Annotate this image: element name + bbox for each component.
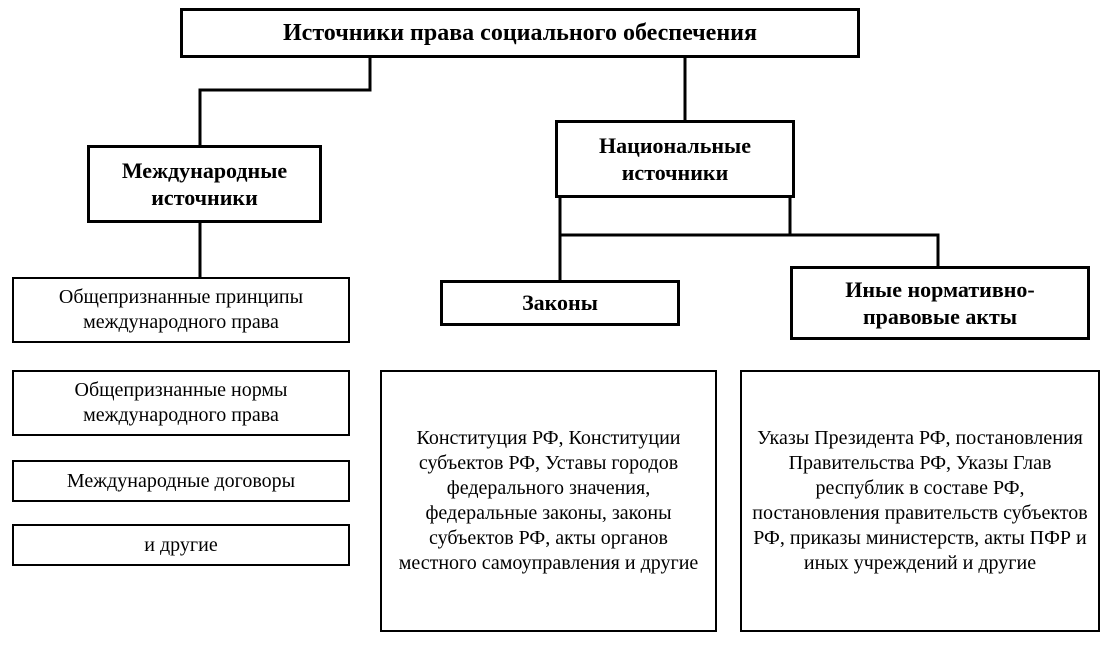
intl-node: Международные источники bbox=[87, 145, 322, 223]
intl-child-3: и другие bbox=[12, 524, 350, 566]
other-acts-detail: Указы Президента РФ, постановления Прави… bbox=[740, 370, 1100, 632]
other-acts-header-label: Иные нормативно-правовые акты bbox=[803, 276, 1077, 331]
natl-node: Национальные источники bbox=[555, 120, 795, 198]
intl-label: Международные источники bbox=[100, 157, 309, 212]
intl-child-2-label: Международные договоры bbox=[67, 469, 295, 494]
intl-child-0: Общепризнанные принципы международного п… bbox=[12, 277, 350, 343]
intl-child-3-label: и другие bbox=[144, 533, 217, 558]
laws-detail: Конституция РФ, Конституции субъектов РФ… bbox=[380, 370, 717, 632]
root-node: Источники права социального обеспечения bbox=[180, 8, 860, 58]
laws-header-label: Законы bbox=[522, 289, 598, 317]
intl-child-1: Общепризнанные нормы международного прав… bbox=[12, 370, 350, 436]
intl-child-0-label: Общепризнанные принципы международного п… bbox=[24, 285, 338, 335]
other-acts-header: Иные нормативно-правовые акты bbox=[790, 266, 1090, 340]
other-acts-detail-label: Указы Президента РФ, постановления Прави… bbox=[752, 426, 1088, 576]
natl-label: Национальные источники bbox=[568, 132, 782, 187]
intl-child-1-label: Общепризнанные нормы международного прав… bbox=[24, 378, 338, 428]
laws-header: Законы bbox=[440, 280, 680, 326]
root-label: Источники права социального обеспечения bbox=[283, 18, 757, 48]
laws-detail-label: Конституция РФ, Конституции субъектов РФ… bbox=[392, 426, 705, 576]
intl-child-2: Международные договоры bbox=[12, 460, 350, 502]
